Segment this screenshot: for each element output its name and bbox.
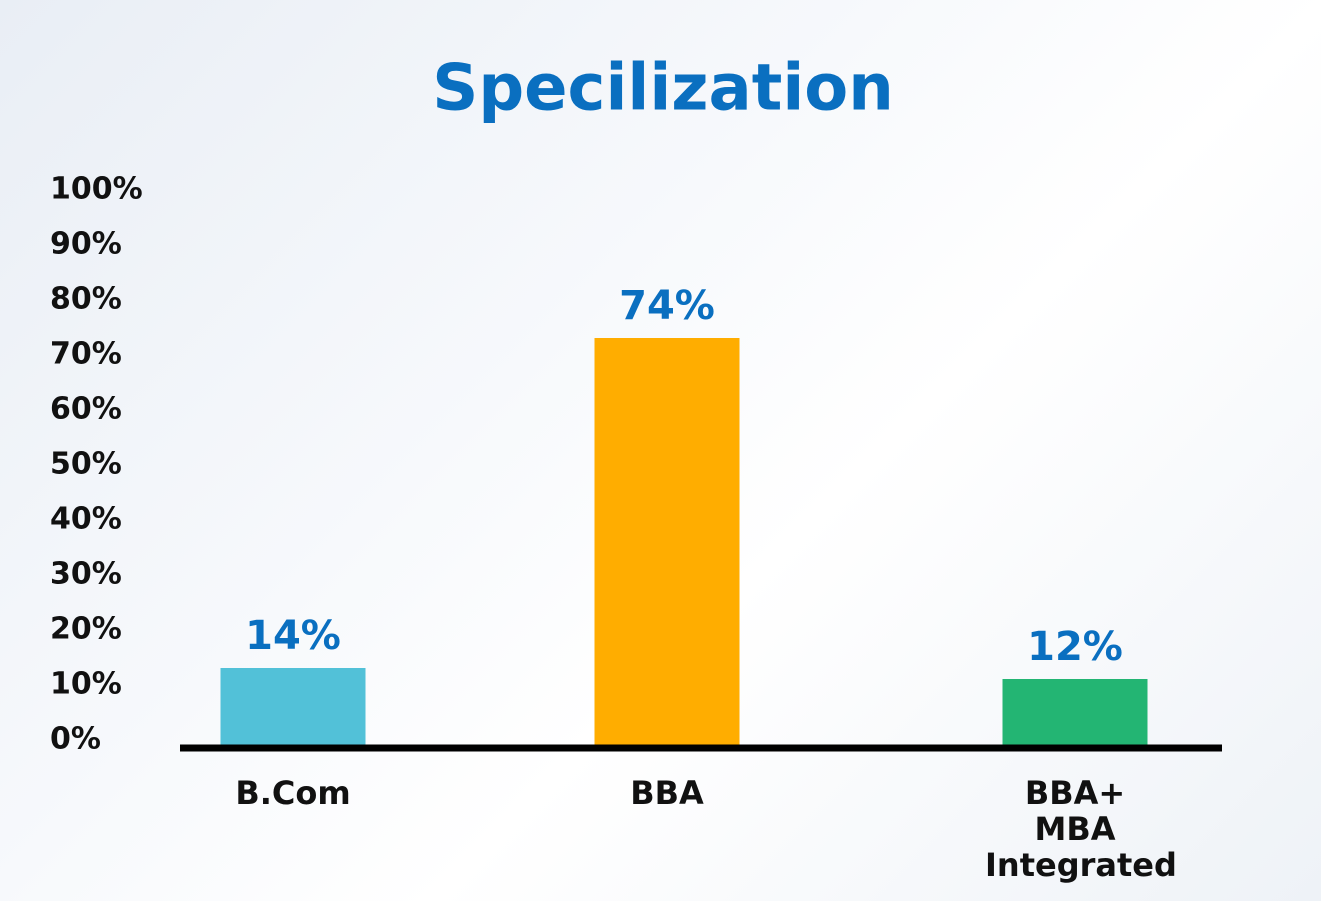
y-tick-label: 60% <box>50 392 122 427</box>
y-tick-label: 80% <box>50 282 122 317</box>
bar <box>1002 679 1148 745</box>
chart-title: Specilization <box>432 52 894 126</box>
x-tick-label: BBA+ MBA Integrated <box>985 774 1177 884</box>
y-tick-label: 0% <box>50 722 101 757</box>
y-tick-label: 90% <box>50 227 122 262</box>
x-tick-label: B.Com <box>235 774 351 812</box>
x-tick-label: BBA <box>630 774 704 812</box>
bar <box>594 338 740 745</box>
y-tick-label: 70% <box>50 337 122 372</box>
y-tick-label: 40% <box>50 502 122 537</box>
value-label: 14% <box>245 613 341 659</box>
y-tick-label: 10% <box>50 667 122 702</box>
y-tick-label: 20% <box>50 612 122 647</box>
y-tick-label: 100% <box>50 172 143 207</box>
value-label: 12% <box>1027 624 1123 670</box>
y-tick-label: 30% <box>50 557 122 592</box>
bar <box>220 668 366 745</box>
value-label: 74% <box>619 283 715 329</box>
y-tick-label: 50% <box>50 447 122 482</box>
